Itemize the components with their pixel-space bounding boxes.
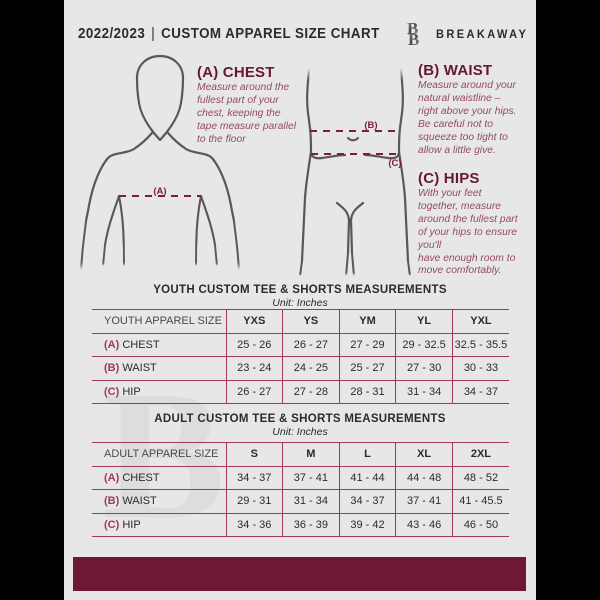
svg-text:(B): (B) xyxy=(364,120,377,131)
svg-text:(A): (A) xyxy=(153,186,166,197)
svg-text:(C): (C) xyxy=(388,158,401,169)
svg-text:B: B xyxy=(408,30,419,48)
